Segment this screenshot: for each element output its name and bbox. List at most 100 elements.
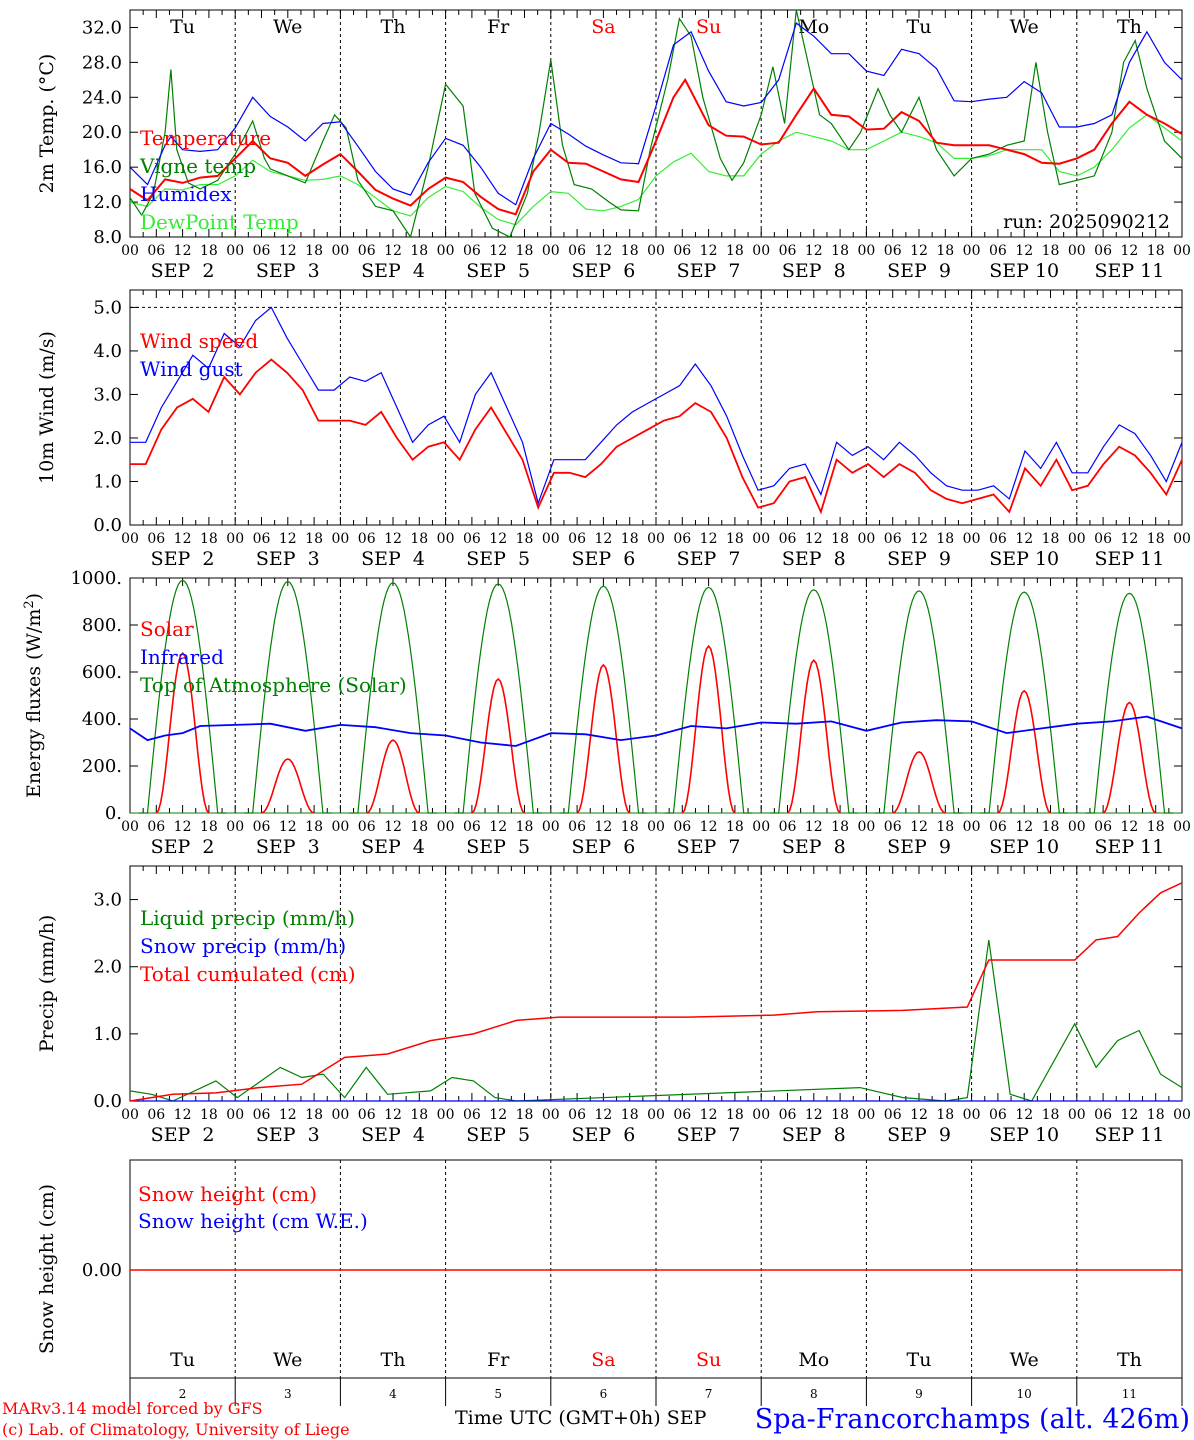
hour-tick-label: 06 [463, 531, 481, 547]
hour-tick-label: 18 [305, 531, 323, 547]
solar-flux-line [576, 663, 631, 814]
hour-tick-label: 06 [147, 531, 165, 547]
date-tick-label: SEP 6 [571, 548, 635, 570]
hour-tick-label: 00 [752, 243, 770, 259]
hour-tick-label: 12 [805, 243, 823, 259]
bottom-day-number: 3 [284, 1387, 292, 1401]
date-tick-label: SEP 3 [256, 836, 320, 858]
hour-tick-label: 18 [305, 819, 323, 835]
hour-tick-label: 18 [831, 531, 849, 547]
hour-tick-label: 18 [726, 1107, 744, 1123]
hour-tick-label: 06 [568, 243, 586, 259]
legend-entry: Vigne temp [139, 154, 256, 178]
toa-solar-arc [980, 591, 1069, 814]
infrared-flux-line [129, 715, 1183, 747]
hour-tick-label: 06 [1094, 243, 1112, 259]
energy-panel: 0. 200. 400. 600. 800. 1000. Energy fluxes (W/… [22, 568, 1191, 858]
hour-tick-label: 12 [910, 243, 928, 259]
date-tick-label: SEP 8 [782, 548, 846, 570]
hour-tick-label: 00 [857, 531, 875, 547]
date-tick-label: SEP 4 [361, 1124, 425, 1146]
hour-tick-label: 06 [884, 819, 902, 835]
hour-tick-label: 00 [121, 531, 139, 547]
hour-tick-label: 18 [1042, 243, 1060, 259]
solar-flux-line [681, 644, 736, 814]
hour-tick-label: 12 [805, 819, 823, 835]
date-tick-label: SEP 11 [1094, 548, 1164, 570]
hour-tick-label: 06 [568, 819, 586, 835]
y-tick-label: 0. [105, 803, 122, 824]
hour-tick-label: 18 [831, 1107, 849, 1123]
bottom-day-number: 8 [810, 1387, 818, 1401]
hour-tick-label: 00 [437, 819, 455, 835]
day-name-label: Th [381, 16, 406, 38]
hour-tick-label: 06 [358, 819, 376, 835]
hour-tick-label: 18 [1147, 531, 1165, 547]
hour-tick-label: 06 [989, 243, 1007, 259]
hour-tick-label: 00 [1068, 243, 1086, 259]
hour-tick-label: 06 [884, 531, 902, 547]
date-tick-label: SEP 7 [677, 1124, 741, 1146]
y-tick-label: 24.0 [82, 87, 122, 108]
hour-tick-label: 12 [594, 243, 612, 259]
hour-tick-label: 12 [910, 819, 928, 835]
y-tick-label: 0.0 [93, 515, 122, 536]
snow-panel: 0.00 Snow height (cm) Snow height (cm) Snow… [36, 1159, 1183, 1406]
toa-solar-arc [559, 585, 648, 814]
day-name-label: Fr [487, 16, 510, 38]
y-tick-label: 800. [82, 615, 122, 636]
hour-tick-label: 06 [253, 1107, 271, 1123]
legend-entry: Top of Atmosphere (Solar) [140, 673, 407, 697]
legend-entry: Total cumulated (cm) [140, 962, 356, 986]
hour-tick-label: 12 [594, 531, 612, 547]
solar-flux-line [786, 659, 841, 814]
toa-solar-arc [875, 590, 963, 814]
hour-tick-label: 00 [963, 243, 981, 259]
date-tick-label: SEP 11 [1094, 1124, 1164, 1146]
hour-tick-label: 12 [805, 531, 823, 547]
hour-tick-label: 00 [752, 1107, 770, 1123]
legend-entry: Wind speed [140, 329, 258, 353]
hour-tick-label: 06 [147, 243, 165, 259]
hour-tick-label: 18 [516, 819, 534, 835]
hour-tick-label: 00 [752, 531, 770, 547]
legend-entry: Wind gust [140, 357, 243, 381]
date-tick-label: SEP 5 [466, 548, 530, 570]
hour-tick-label: 18 [410, 819, 428, 835]
hour-tick-label: 06 [1094, 1107, 1112, 1123]
hour-tick-label: 06 [1094, 531, 1112, 547]
solar-flux-line [366, 739, 420, 814]
hour-tick-label: 00 [542, 243, 560, 259]
hour-tick-label: 12 [594, 819, 612, 835]
hour-tick-label: 12 [1120, 531, 1138, 547]
hour-tick-label: 18 [1147, 1107, 1165, 1123]
date-tick-label: SEP 10 [989, 1124, 1059, 1146]
toa-solar-arc [349, 582, 437, 814]
y-tick-label: 4.0 [93, 341, 122, 362]
hour-tick-label: 18 [305, 243, 323, 259]
day-name-label-bottom: We [1010, 1349, 1039, 1371]
hour-tick-label: 12 [1120, 819, 1138, 835]
hour-tick-label: 12 [174, 531, 192, 547]
hour-tick-label: 00 [857, 819, 875, 835]
hour-tick-label: 18 [410, 531, 428, 547]
y-tick-label: 2.0 [93, 957, 122, 978]
solar-flux-line [261, 758, 315, 814]
wind-gust-line [130, 306, 1183, 506]
hour-tick-label: 00 [1068, 1107, 1086, 1123]
hour-tick-label: 18 [410, 1107, 428, 1123]
y-tick-label: 16.0 [82, 157, 122, 178]
bottom-day-number: 6 [600, 1387, 608, 1401]
date-tick-label: SEP 8 [782, 1124, 846, 1146]
solar-flux-line [1102, 701, 1157, 814]
hour-tick-label: 00 [1173, 531, 1191, 547]
hour-tick-label: 12 [174, 243, 192, 259]
day-name-label-bottom: Tu [170, 1349, 195, 1371]
day-name-label-bottom: Su [696, 1349, 721, 1371]
date-tick-label: SEP 7 [677, 260, 741, 282]
hour-tick-label: 18 [726, 531, 744, 547]
y-tick-label: 28.0 [82, 52, 122, 73]
hour-tick-label: 18 [831, 243, 849, 259]
hour-tick-label: 06 [673, 819, 691, 835]
